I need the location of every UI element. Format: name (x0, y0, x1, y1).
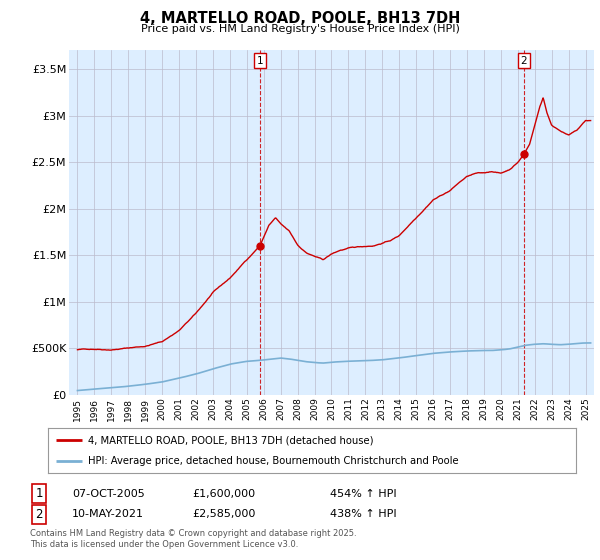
Text: 10-MAY-2021: 10-MAY-2021 (72, 509, 144, 519)
Text: 1: 1 (35, 487, 43, 501)
Text: 454% ↑ HPI: 454% ↑ HPI (330, 489, 397, 499)
Text: 438% ↑ HPI: 438% ↑ HPI (330, 509, 397, 519)
Text: Price paid vs. HM Land Registry's House Price Index (HPI): Price paid vs. HM Land Registry's House … (140, 24, 460, 34)
Text: £2,585,000: £2,585,000 (192, 509, 256, 519)
Text: £1,600,000: £1,600,000 (192, 489, 255, 499)
Text: 1: 1 (257, 55, 263, 66)
Text: 4, MARTELLO ROAD, POOLE, BH13 7DH (detached house): 4, MARTELLO ROAD, POOLE, BH13 7DH (detac… (88, 436, 373, 446)
Text: 2: 2 (521, 55, 527, 66)
Text: 07-OCT-2005: 07-OCT-2005 (72, 489, 145, 499)
Text: Contains HM Land Registry data © Crown copyright and database right 2025.
This d: Contains HM Land Registry data © Crown c… (30, 529, 356, 549)
Text: HPI: Average price, detached house, Bournemouth Christchurch and Poole: HPI: Average price, detached house, Bour… (88, 456, 458, 466)
Text: 2: 2 (35, 507, 43, 521)
Text: 4, MARTELLO ROAD, POOLE, BH13 7DH: 4, MARTELLO ROAD, POOLE, BH13 7DH (140, 11, 460, 26)
